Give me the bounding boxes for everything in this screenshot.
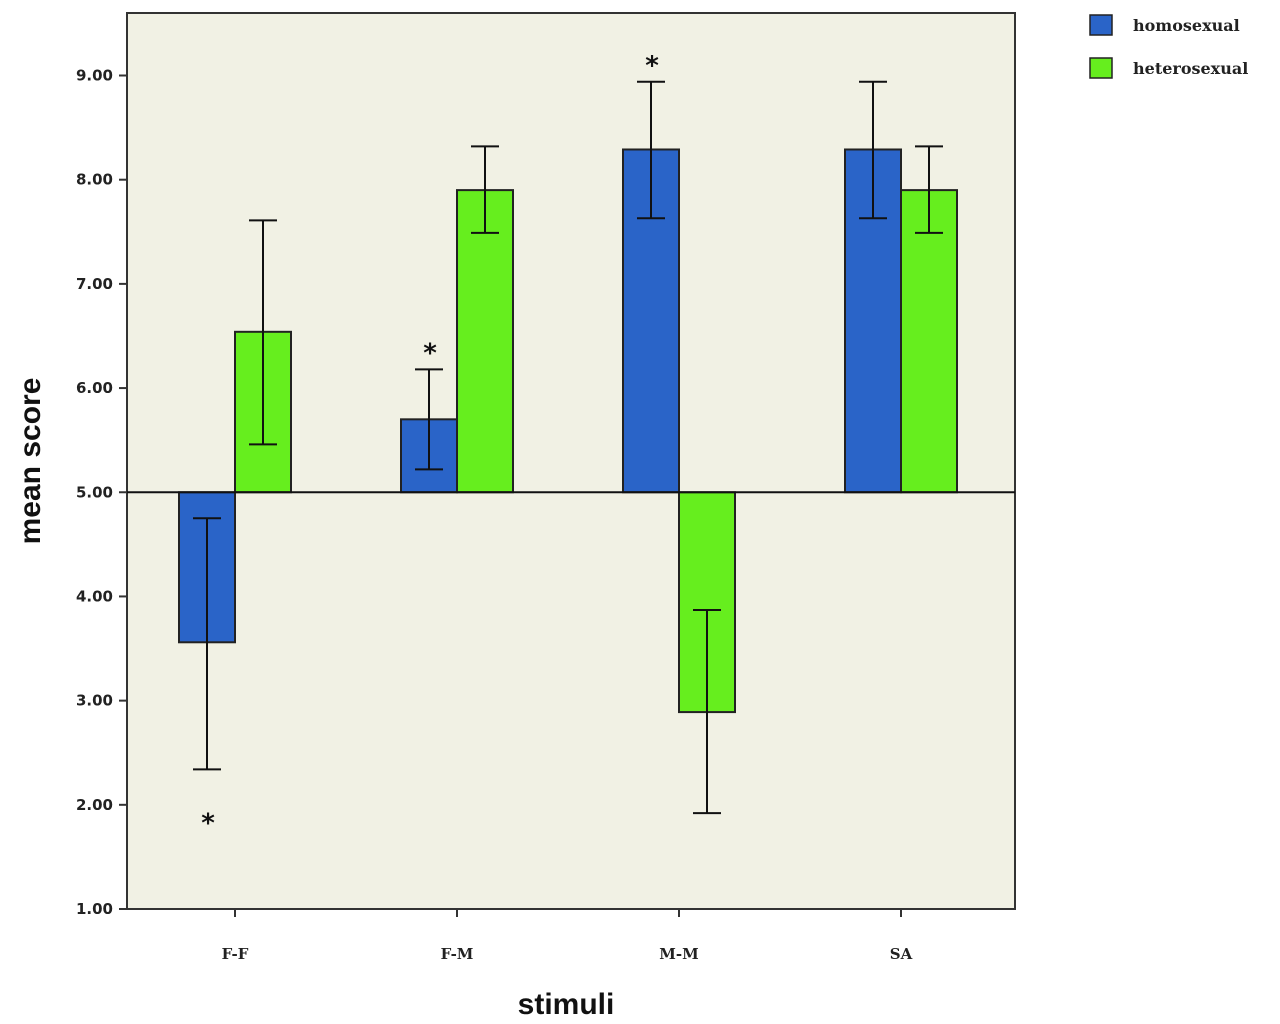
x-tick-label-2: M-M: [659, 945, 698, 963]
x-tick-label-3: SA: [890, 945, 913, 963]
y-tick-label-8: 9.00: [76, 67, 113, 85]
significance-star-2: *: [645, 51, 659, 81]
y-tick-label-2: 3.00: [76, 692, 113, 710]
bar-heterosexual-F-M: [456, 189, 514, 494]
error-bars: [193, 80, 943, 815]
y-axis: 1.00 2.00 3.00 4.00 5.00 6.00 7.00 8.00 9.00: [76, 67, 127, 918]
y-tick-label-6: 7.00: [76, 275, 113, 293]
x-axis-title: stimuli: [518, 988, 615, 1021]
legend: homosexual heterosexual: [1089, 14, 1248, 79]
y-axis-title: mean score: [14, 378, 47, 545]
legend-swatch-homosexual: [1089, 14, 1113, 36]
y-tick-label-3: 4.00: [76, 587, 113, 605]
y-tick-label-7: 8.00: [76, 171, 113, 189]
legend-swatch-heterosexual: [1089, 57, 1113, 79]
x-tick-label-1: F-M: [441, 945, 474, 963]
legend-label-homosexual: homosexual: [1133, 16, 1240, 35]
y-tick-label-0: 1.00: [76, 900, 113, 918]
x-axis: F-F F-M M-M SA: [222, 909, 913, 963]
significance-star-1: *: [423, 338, 437, 368]
legend-label-heterosexual: heterosexual: [1133, 59, 1248, 78]
y-tick-label-4: 5.00: [76, 483, 113, 501]
y-tick-label-1: 2.00: [76, 796, 113, 814]
x-tick-label-0: F-F: [222, 945, 249, 963]
significance-annotations: * * *: [201, 51, 659, 839]
significance-star-0: *: [201, 808, 215, 838]
bar-heterosexual-SA: [900, 189, 958, 494]
y-tick-label-5: 6.00: [76, 379, 113, 397]
